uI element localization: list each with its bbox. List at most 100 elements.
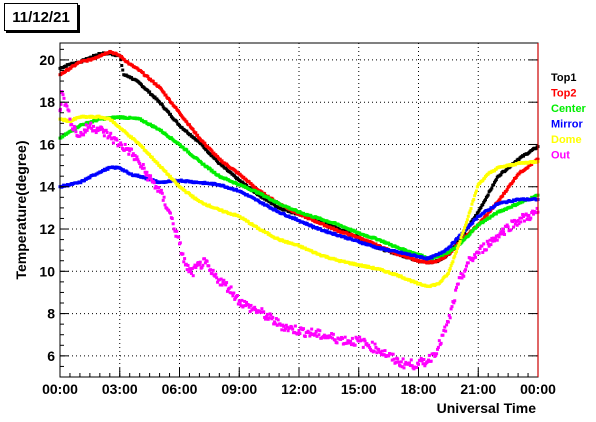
data-point [467, 211, 471, 215]
data-point [468, 232, 472, 236]
data-point [261, 192, 265, 196]
data-point [357, 339, 361, 343]
data-point [265, 231, 269, 235]
data-point [168, 174, 172, 178]
data-point [133, 138, 137, 142]
data-point [160, 166, 164, 170]
data-point [159, 87, 163, 91]
data-point [426, 360, 430, 364]
data-point [283, 328, 287, 332]
data-point [474, 189, 478, 193]
data-point [456, 282, 460, 286]
data-point [149, 174, 153, 178]
data-point [100, 126, 104, 130]
data-point [201, 144, 205, 148]
data-point [505, 188, 509, 192]
data-point [349, 227, 353, 231]
data-point [391, 352, 395, 356]
data-point [189, 268, 193, 272]
data-point [214, 272, 218, 276]
data-point [464, 268, 468, 272]
data-point [470, 202, 474, 206]
data-point [315, 334, 319, 338]
data-point [108, 134, 112, 138]
data-point [493, 239, 497, 243]
data-point [184, 262, 188, 266]
data-point [390, 358, 394, 362]
data-point [109, 131, 113, 135]
data-point [118, 142, 122, 146]
data-point [350, 336, 354, 340]
data-point [453, 299, 457, 303]
y-tick-label: 14 [39, 179, 55, 195]
data-point [162, 91, 166, 95]
data-point [248, 310, 252, 314]
data-point [210, 149, 214, 153]
data-point [263, 315, 267, 319]
data-point [365, 342, 369, 346]
data-point [466, 214, 470, 218]
data-point [461, 273, 465, 277]
data-point [144, 120, 148, 124]
data-point [463, 231, 467, 235]
data-point [475, 185, 479, 189]
data-point [493, 169, 497, 173]
data-point [451, 260, 455, 264]
data-point [194, 266, 198, 270]
data-point [82, 133, 86, 137]
legend-item-mirror: Mirror [551, 119, 584, 131]
x-tick-label: 06:00 [162, 381, 198, 397]
data-point [494, 178, 498, 182]
data-point [111, 119, 115, 123]
data-point [321, 222, 325, 226]
data-point [213, 170, 217, 174]
data-point [263, 192, 267, 196]
data-point [265, 312, 269, 316]
data-point [490, 236, 494, 240]
data-point [102, 134, 106, 138]
data-point [417, 362, 420, 366]
data-point [162, 195, 166, 199]
data-point [94, 131, 98, 135]
data-point [189, 193, 193, 197]
data-point [264, 315, 268, 319]
data-point [496, 233, 500, 237]
data-point [152, 181, 156, 185]
data-point [172, 227, 176, 231]
data-point [225, 289, 229, 293]
data-point [164, 170, 168, 174]
data-point [130, 76, 134, 80]
data-point [78, 134, 82, 138]
data-point [106, 136, 110, 140]
data-point [457, 242, 461, 246]
data-point [121, 68, 125, 72]
data-point [82, 179, 86, 183]
data-point [353, 229, 357, 233]
data-point [253, 305, 257, 309]
data-point [363, 339, 367, 343]
data-point [141, 162, 145, 166]
data-point [62, 96, 66, 100]
data-point [139, 164, 143, 168]
data-point [267, 316, 271, 320]
data-point [434, 353, 438, 357]
data-point [255, 310, 259, 314]
data-point [243, 299, 247, 303]
data-point [106, 167, 110, 171]
data-point [202, 162, 206, 166]
data-point [262, 201, 266, 205]
data-point [464, 220, 468, 224]
data-point [213, 274, 217, 278]
data-point [492, 236, 496, 240]
data-point [464, 223, 468, 227]
data-point [534, 211, 538, 215]
data-point [173, 229, 177, 233]
data-point [456, 235, 460, 239]
data-point [486, 193, 490, 197]
data-point [207, 264, 211, 268]
x-tick-label: 03:00 [102, 381, 138, 397]
data-point [340, 336, 344, 340]
data-point [459, 272, 463, 276]
data-point [473, 253, 477, 257]
